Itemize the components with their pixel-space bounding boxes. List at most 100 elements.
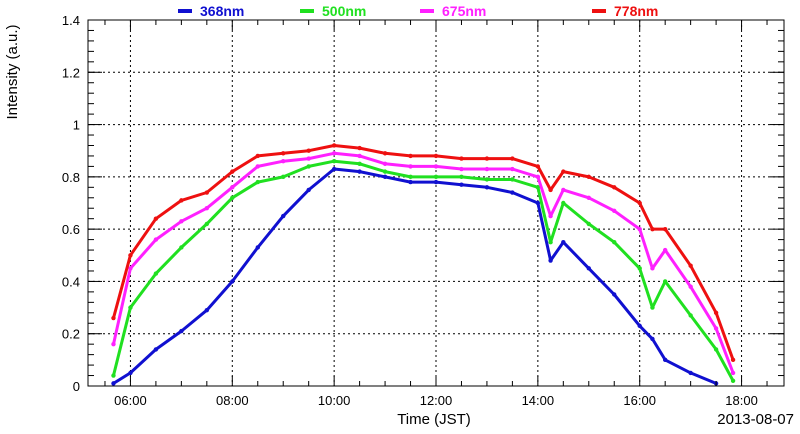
- data-point: [650, 266, 655, 271]
- data-point: [153, 216, 159, 221]
- data-point: [561, 169, 566, 174]
- x-tick-label: 16:00: [623, 393, 656, 408]
- data-point: [688, 284, 693, 289]
- x-tick-label: 06:00: [114, 393, 147, 408]
- data-point: [688, 313, 693, 318]
- x-tick-label: 12:00: [420, 393, 453, 408]
- data-point: [306, 164, 311, 169]
- legend-entry: 500nm: [300, 3, 366, 19]
- data-point: [637, 226, 642, 232]
- data-point: [331, 166, 337, 172]
- data-point: [548, 213, 553, 219]
- data-point: [484, 166, 490, 172]
- data-point: [128, 370, 133, 376]
- data-point: [535, 174, 541, 180]
- data-point: [484, 185, 490, 190]
- series-368nm: [111, 166, 719, 386]
- data-point: [382, 161, 388, 166]
- data-point: [662, 357, 668, 363]
- data-point: [433, 164, 439, 169]
- legend-entry: 368nm: [178, 3, 244, 19]
- data-point: [357, 145, 362, 151]
- data-point: [433, 179, 439, 185]
- data-point: [255, 245, 260, 250]
- data-point: [637, 323, 642, 329]
- data-point: [128, 253, 133, 258]
- data-point: [281, 158, 286, 164]
- series-line: [112, 167, 717, 385]
- data-point: [561, 240, 566, 245]
- data-point: [713, 310, 719, 315]
- y-tick-label: 1.2: [62, 65, 80, 80]
- data-point: [459, 182, 464, 187]
- series-line: [112, 159, 735, 382]
- data-point: [459, 166, 464, 172]
- y-tick-label: 1: [73, 118, 80, 133]
- legend: 368nm 500nm 675nm 778nm: [178, 3, 658, 19]
- data-point: [179, 328, 184, 334]
- data-point: [153, 237, 159, 242]
- series-778nm: [111, 143, 736, 363]
- data-point: [153, 347, 159, 352]
- data-point: [637, 200, 642, 206]
- legend-label: 368nm: [200, 3, 244, 19]
- tick-labels: 06:00 08:00 10:00 12:00 14:00 16:00 18:00 0 0.2 0…: [62, 13, 758, 408]
- data-point: [612, 185, 617, 190]
- data-point: [408, 179, 413, 185]
- data-point: [204, 221, 210, 227]
- series-line: [112, 144, 735, 361]
- series-marks: [111, 143, 736, 386]
- data-point: [433, 174, 439, 180]
- series-675nm: [111, 151, 736, 376]
- data-point: [662, 226, 668, 232]
- series-500nm: [111, 158, 736, 383]
- data-point: [331, 151, 337, 156]
- data-point: [637, 266, 642, 271]
- data-point: [128, 305, 133, 310]
- data-point: [662, 279, 668, 284]
- data-point: [612, 208, 617, 214]
- legend-label: 675nm: [442, 3, 486, 19]
- data-point: [535, 200, 541, 206]
- legend-entry: 778nm: [592, 3, 658, 19]
- data-point: [510, 177, 515, 182]
- data-point: [510, 156, 515, 161]
- data-point: [357, 161, 362, 166]
- data-point: [730, 357, 736, 363]
- data-point: [255, 179, 260, 185]
- data-point: [331, 143, 337, 148]
- data-point: [688, 263, 693, 268]
- legend-entry: 675nm: [420, 3, 486, 19]
- x-tick-label: 10:00: [318, 393, 351, 408]
- data-point: [179, 198, 184, 203]
- data-point: [111, 373, 116, 378]
- data-point: [255, 153, 260, 159]
- data-point: [230, 169, 235, 174]
- data-point: [204, 206, 210, 211]
- data-point: [612, 292, 617, 297]
- data-point: [230, 185, 235, 190]
- data-point: [713, 347, 719, 352]
- data-point: [111, 381, 116, 386]
- data-point: [730, 370, 736, 376]
- data-point: [281, 174, 286, 180]
- data-point: [548, 187, 553, 193]
- data-point: [650, 336, 655, 342]
- y-axis-title: Intensity (a.u.): [4, 24, 21, 119]
- data-point: [650, 305, 655, 310]
- data-point: [331, 158, 337, 164]
- y-tick-label: 0.2: [62, 327, 80, 342]
- y-tick-label: 0.8: [62, 170, 80, 185]
- data-point: [586, 266, 591, 271]
- data-point: [535, 164, 541, 169]
- data-point: [510, 166, 515, 172]
- data-point: [713, 326, 719, 331]
- grid: [88, 20, 784, 386]
- date-label: 2013-08-07: [717, 411, 794, 428]
- data-point: [255, 164, 260, 169]
- data-point: [357, 153, 362, 159]
- data-point: [586, 174, 591, 180]
- data-point: [561, 200, 566, 206]
- data-point: [306, 187, 311, 193]
